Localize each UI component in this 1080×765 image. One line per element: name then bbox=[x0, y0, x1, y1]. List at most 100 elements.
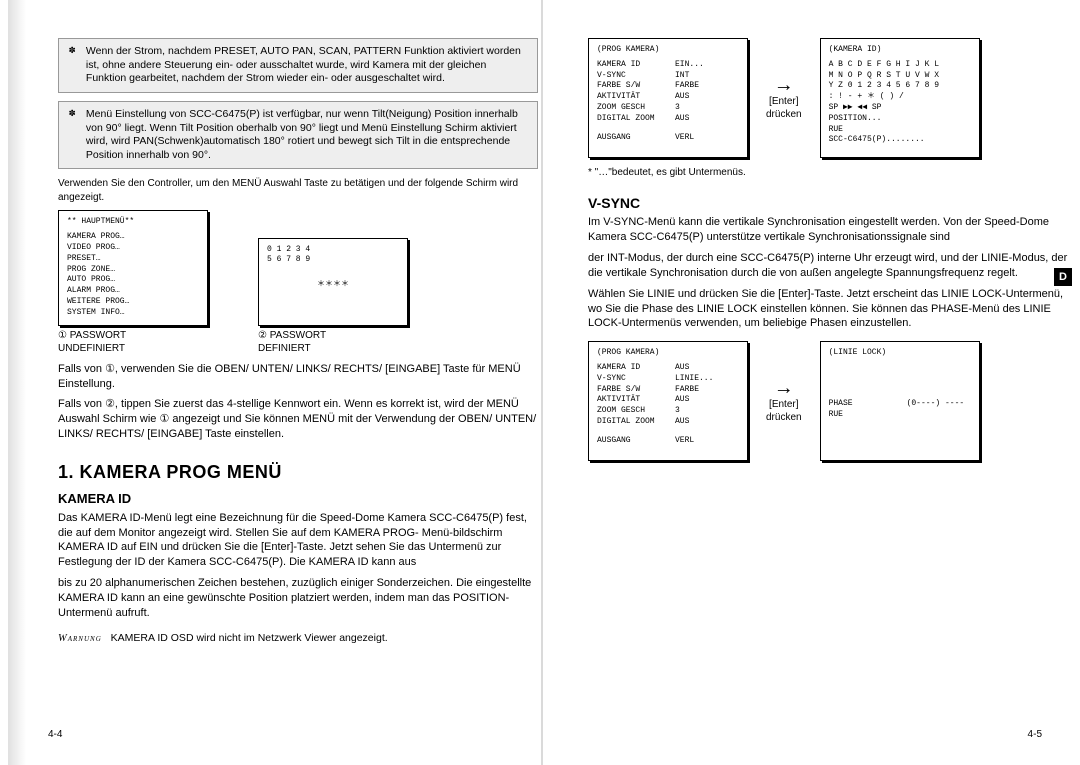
kamera-id-screen: (KAMERA ID) A B C D E F G H I J K L M N … bbox=[820, 38, 980, 158]
kv-key: AUSGANG bbox=[597, 133, 675, 144]
kv-val: 3 bbox=[675, 103, 680, 114]
enter-label: [Enter] drücken bbox=[766, 398, 802, 425]
side-tab: D bbox=[1054, 268, 1072, 286]
kv-key: RUE bbox=[829, 410, 907, 421]
kv-key: AUSGANG bbox=[597, 436, 675, 447]
panel-row-1: (PROG KAMERA) KAMERA IDEIN... V-SYNCINT … bbox=[588, 38, 1068, 158]
para2: Falls von ②, tippen Sie zuerst das 4-ste… bbox=[58, 397, 538, 442]
menu-item: ALARM PROG… bbox=[67, 286, 199, 297]
book-spine bbox=[541, 0, 543, 765]
vsync-p2: der INT-Modus, der durch eine SCC-C6475(… bbox=[588, 251, 1068, 281]
panel-title: (KAMERA ID) bbox=[829, 45, 971, 56]
intro-text: Verwenden Sie den Controller, um den MEN… bbox=[58, 177, 538, 204]
arrow-col: → [Enter] drücken bbox=[766, 75, 802, 122]
kv-key: ZOOM GESCH bbox=[597, 103, 675, 114]
page-shade bbox=[8, 0, 26, 765]
main-menu-title: ** HAUPTMENÜ** bbox=[67, 217, 199, 228]
kamera-para2: bis zu 20 alphanumerischen Zeichen beste… bbox=[58, 576, 538, 621]
screen-col-2: 0 1 2 3 4 5 6 7 8 9 ＊＊＊＊ ② PASSWORT DEFI… bbox=[258, 238, 408, 356]
page-number-left: 4-4 bbox=[48, 728, 62, 742]
panel-line: M N O P Q R S T U V W X bbox=[829, 71, 971, 82]
vsync-p1: Im V-SYNC-Menü kann die vertikale Synchr… bbox=[588, 215, 1068, 245]
kv-val: AUS bbox=[675, 114, 689, 125]
enter-label: [Enter] drücken bbox=[766, 95, 802, 122]
pw-row2: 5 6 7 8 9 bbox=[267, 255, 399, 266]
kv-val: 3 bbox=[675, 406, 680, 417]
kv-key: FARBE S/W bbox=[597, 81, 675, 92]
panel-line: SP ▶▶ ◀◀ SP bbox=[829, 103, 971, 114]
sub-heading: KAMERA ID bbox=[58, 490, 538, 508]
note-box-1: ✽ Wenn der Strom, nachdem PRESET, AUTO P… bbox=[58, 38, 538, 93]
kv-key: AKTIVITÄT bbox=[597, 92, 675, 103]
screen-col-1: ** HAUPTMENÜ** KAMERA PROG… VIDEO PROG… … bbox=[58, 210, 208, 355]
kv-key: AKTIVITÄT bbox=[597, 395, 675, 406]
kv-key: ZOOM GESCH bbox=[597, 406, 675, 417]
asterisk-icon: ✽ bbox=[69, 108, 83, 122]
warning-line: Warnung KAMERA ID OSD wird nicht im Netz… bbox=[58, 631, 538, 646]
arrow-right-icon: → bbox=[766, 378, 802, 398]
note-text-1: Wenn der Strom, nachdem PRESET, AUTO PAN… bbox=[86, 45, 526, 86]
menu-item: PROG ZONE… bbox=[67, 265, 199, 276]
menu-item: WEITERE PROG… bbox=[67, 297, 199, 308]
menu-item: AUTO PROG… bbox=[67, 275, 199, 286]
pw-stars: ＊＊＊＊ bbox=[267, 280, 399, 291]
section-heading: 1. KAMERA PROG MENÜ bbox=[58, 460, 538, 484]
warning-text: KAMERA ID OSD wird nicht im Netzwerk Vie… bbox=[111, 632, 388, 644]
kv-val: VERL bbox=[675, 133, 694, 144]
kv-val: AUS bbox=[675, 395, 689, 406]
asterisk-icon: ✽ bbox=[69, 45, 83, 59]
right-page: (PROG KAMERA) KAMERA IDEIN... V-SYNCINT … bbox=[588, 38, 1068, 465]
panel-line: RUE bbox=[829, 125, 971, 136]
kv-key: DIGITAL ZOOM bbox=[597, 114, 675, 125]
kv-val: AUS bbox=[675, 417, 689, 428]
vsync-heading: V-SYNC bbox=[588, 194, 1068, 213]
screen-row: ** HAUPTMENÜ** KAMERA PROG… VIDEO PROG… … bbox=[58, 210, 538, 355]
panel-line: SCC-C6475(P)........ bbox=[829, 135, 971, 146]
panel-title: (PROG KAMERA) bbox=[597, 348, 739, 359]
vsync-p3: Wählen Sie LINIE und drücken Sie die [En… bbox=[588, 287, 1068, 332]
para1: Falls von ①, verwenden Sie die OBEN/ UNT… bbox=[58, 362, 538, 392]
kv-val: VERL bbox=[675, 436, 694, 447]
pw-row1: 0 1 2 3 4 bbox=[267, 245, 399, 256]
arrow-col: → [Enter] drücken bbox=[766, 378, 802, 425]
panel-title: (LINIE LOCK) bbox=[829, 348, 971, 359]
menu-item: VIDEO PROG… bbox=[67, 243, 199, 254]
main-menu-screen: ** HAUPTMENÜ** KAMERA PROG… VIDEO PROG… … bbox=[58, 210, 208, 325]
arrow-right-icon: → bbox=[766, 75, 802, 95]
menu-item: SYSTEM INFO… bbox=[67, 308, 199, 319]
caption-1: ① PASSWORT UNDEFINIERT bbox=[58, 329, 208, 356]
kv-val: LINIE... bbox=[675, 374, 713, 385]
kv-key: V-SYNC bbox=[597, 71, 675, 82]
menu-item: KAMERA PROG… bbox=[67, 232, 199, 243]
footnote: * "…"bedeutet, es gibt Untermenüs. bbox=[588, 166, 1068, 180]
linie-lock-screen: (LINIE LOCK) PHASE(0----) ---- RUE bbox=[820, 341, 980, 461]
left-page: ✽ Wenn der Strom, nachdem PRESET, AUTO P… bbox=[58, 38, 538, 646]
prog-kamera-screen-1: (PROG KAMERA) KAMERA IDEIN... V-SYNCINT … bbox=[588, 38, 748, 158]
kv-key: V-SYNC bbox=[597, 374, 675, 385]
kv-key: DIGITAL ZOOM bbox=[597, 417, 675, 428]
caption-2: ② PASSWORT DEFINIERT bbox=[258, 329, 408, 356]
panel-line: A B C D E F G H I J K L bbox=[829, 60, 971, 71]
kv-val: AUS bbox=[675, 92, 689, 103]
menu-item: PRESET… bbox=[67, 254, 199, 265]
warning-label: Warnung bbox=[58, 633, 102, 644]
prog-kamera-screen-2: (PROG KAMERA) KAMERA IDAUS V-SYNCLINIE..… bbox=[588, 341, 748, 461]
kv-val: FARBE bbox=[675, 81, 699, 92]
page-number-right: 4-5 bbox=[1028, 728, 1042, 742]
kv-val: EIN... bbox=[675, 60, 704, 71]
kv-val: (0----) ---- bbox=[907, 399, 965, 410]
panel-row-2: (PROG KAMERA) KAMERA IDAUS V-SYNCLINIE..… bbox=[588, 341, 1068, 461]
panel-title: (PROG KAMERA) bbox=[597, 45, 739, 56]
panel-line: POSITION... bbox=[829, 114, 971, 125]
kamera-para1: Das KAMERA ID-Menü legt eine Bezeichnung… bbox=[58, 511, 538, 570]
kv-key: FARBE S/W bbox=[597, 385, 675, 396]
kv-val: INT bbox=[675, 71, 689, 82]
panel-line: Y Z 0 1 2 3 4 5 6 7 8 9 bbox=[829, 81, 971, 92]
kv-val: AUS bbox=[675, 363, 689, 374]
kv-key: PHASE bbox=[829, 399, 907, 410]
note-box-2: ✽ Menü Einstellung von SCC-C6475(P) ist … bbox=[58, 101, 538, 170]
kv-key: KAMERA ID bbox=[597, 60, 675, 71]
note-text-2: Menü Einstellung von SCC-C6475(P) ist ve… bbox=[86, 108, 526, 163]
panel-line: : ! - + ＊ ( ) / bbox=[829, 92, 971, 103]
password-screen: 0 1 2 3 4 5 6 7 8 9 ＊＊＊＊ bbox=[258, 238, 408, 326]
